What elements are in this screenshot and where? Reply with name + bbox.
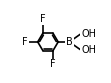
Text: OH: OH (81, 29, 96, 39)
Text: F: F (50, 60, 56, 69)
Text: B: B (66, 37, 73, 47)
Text: OH: OH (81, 45, 96, 55)
Text: F: F (22, 37, 28, 47)
Text: F: F (40, 14, 46, 24)
